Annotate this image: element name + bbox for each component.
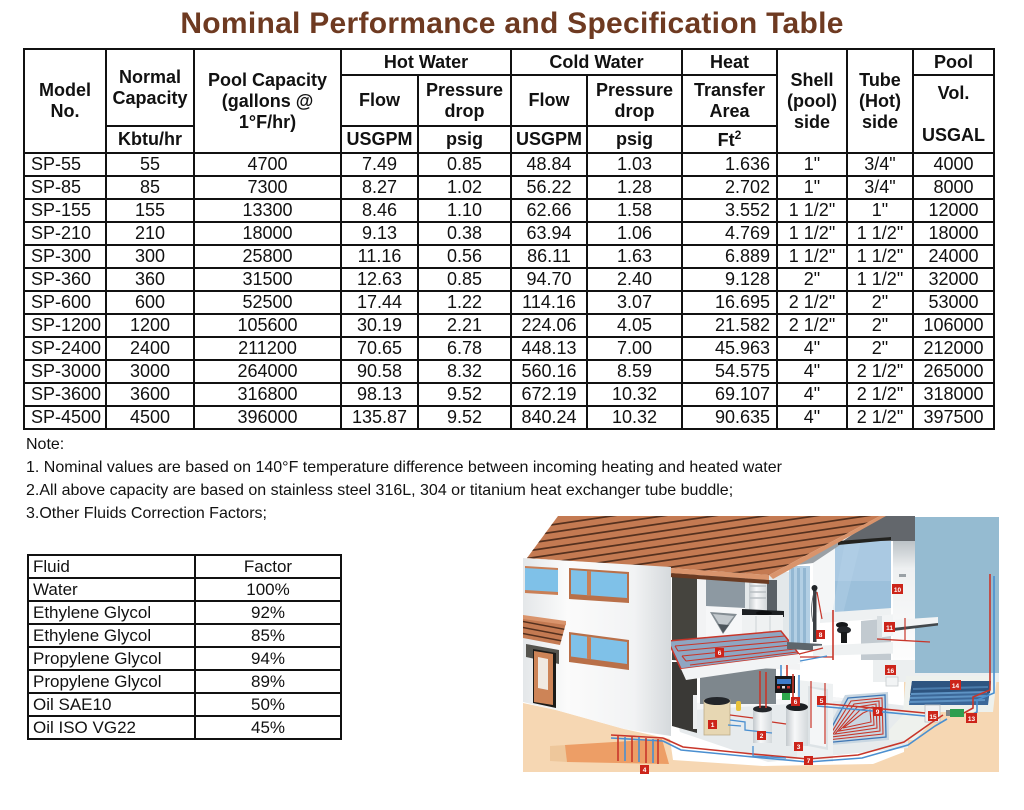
svg-text:5: 5 <box>820 698 824 705</box>
svg-text:16: 16 <box>887 668 895 675</box>
svg-text:9: 9 <box>876 709 880 716</box>
svg-text:11: 11 <box>886 625 893 632</box>
svg-text:2: 2 <box>760 733 764 740</box>
svg-text:8: 8 <box>819 632 823 639</box>
svg-text:7: 7 <box>807 758 811 765</box>
svg-text:13: 13 <box>968 716 976 723</box>
svg-text:1: 1 <box>711 722 715 729</box>
svg-text:3: 3 <box>797 744 801 751</box>
svg-text:14: 14 <box>952 683 960 690</box>
svg-text:6: 6 <box>794 699 798 706</box>
svg-text:15: 15 <box>929 714 937 721</box>
svg-text:10: 10 <box>894 587 902 594</box>
svg-text:4: 4 <box>643 767 647 774</box>
svg-text:6: 6 <box>718 650 722 657</box>
